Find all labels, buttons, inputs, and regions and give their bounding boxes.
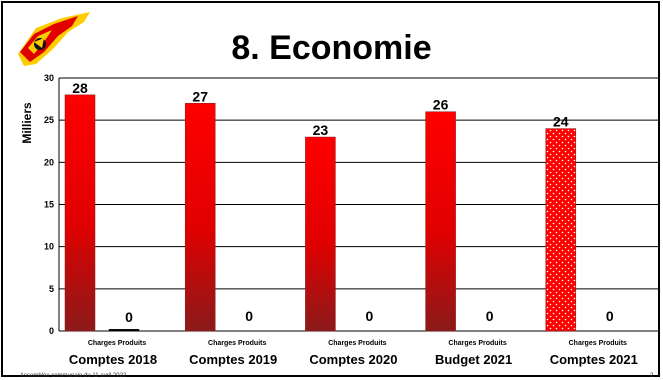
data-label: 0 [606, 308, 614, 324]
data-label: 28 [72, 80, 88, 96]
data-label: 0 [125, 309, 133, 325]
category-label: Comptes 2019 [189, 352, 277, 367]
y-tick-label: 10 [44, 242, 54, 252]
data-label: 0 [245, 308, 253, 324]
series-sublabel: Charges Produits [448, 340, 506, 347]
data-label: 27 [192, 88, 208, 104]
data-label: 26 [433, 97, 449, 113]
data-label: 24 [553, 114, 569, 130]
page-number: 2 [650, 373, 654, 379]
bar-charges [64, 94, 96, 332]
series-sublabel: Charges Produits [88, 340, 146, 347]
bar-charges [184, 103, 216, 332]
y-tick-label: 0 [49, 326, 54, 336]
category-label: Comptes 2020 [309, 352, 397, 367]
y-tick-label: 5 [49, 284, 54, 294]
bar-produits [108, 329, 140, 332]
series-sublabel: Charges Produits [328, 340, 386, 347]
slide-title: 8. Economie [231, 29, 432, 67]
y-tick-label: 30 [44, 73, 54, 83]
series-sublabel: Charges Produits [208, 340, 266, 347]
bar-charges [305, 136, 336, 332]
data-label: 23 [313, 122, 329, 138]
data-label: 0 [366, 308, 374, 324]
category-label: Comptes 2018 [69, 352, 157, 367]
series-sublabel: Charges Produits [569, 340, 627, 347]
bar-charges [425, 111, 456, 332]
bar-charges [545, 128, 577, 332]
footer-text: Assemblée communale du 11 avril 2022 [20, 373, 127, 379]
y-tick-label: 15 [44, 200, 54, 210]
y-tick-label: 25 [44, 115, 54, 125]
y-axis-label: Milliers [20, 102, 34, 144]
y-tick-label: 20 [44, 157, 54, 167]
category-label: Budget 2021 [435, 352, 512, 367]
data-label: 0 [486, 308, 494, 324]
category-label: Comptes 2021 [550, 352, 638, 367]
commune-logo [14, 8, 94, 75]
